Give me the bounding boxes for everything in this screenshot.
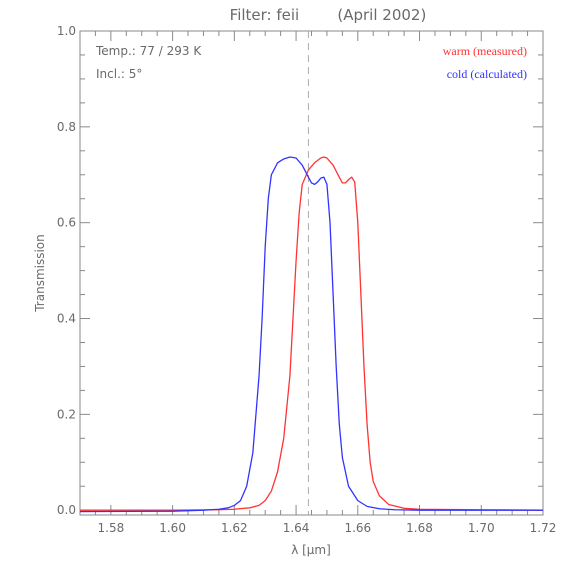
annotation-inclination: Incl.: 5° <box>96 67 142 81</box>
y-axis-label: Transmission <box>33 234 47 313</box>
x-tick-label: 1.66 <box>344 521 371 535</box>
series-line-cold <box>79 156 543 513</box>
legend-cold: cold (calculated) <box>447 67 527 81</box>
y-tick-label: 1.0 <box>57 24 76 38</box>
y-tick-label: 0.2 <box>57 407 76 421</box>
y-tick-label: 0.0 <box>57 503 76 517</box>
series-line-warm <box>80 156 544 511</box>
axis-ticks <box>79 30 544 515</box>
x-tick-label: 1.62 <box>221 521 248 535</box>
x-tick-label: 1.68 <box>406 521 433 535</box>
x-tick-label: 1.64 <box>283 521 310 535</box>
x-axis-label: λ [μm] <box>291 543 331 557</box>
chart-title: Filter: feii (April 2002) <box>230 6 427 24</box>
data-series <box>79 156 544 513</box>
legend-warm: warm (measured) <box>443 44 527 58</box>
y-tick-label: 0.4 <box>57 312 76 326</box>
annotation-temp: Temp.: 77 / 293 K <box>95 44 202 58</box>
y-tick-label: 0.8 <box>57 120 76 134</box>
x-tick-label: 1.58 <box>98 521 125 535</box>
tick-labels: 1.58 1.60 1.62 1.64 1.66 1.68 1.70 1.72 0.0 0.2 0.… <box>57 24 556 535</box>
x-tick-label: 1.72 <box>530 521 557 535</box>
x-tick-label: 1.60 <box>159 521 186 535</box>
y-tick-label: 0.6 <box>57 216 76 230</box>
x-tick-label: 1.70 <box>468 521 495 535</box>
plot-frame <box>79 30 544 516</box>
